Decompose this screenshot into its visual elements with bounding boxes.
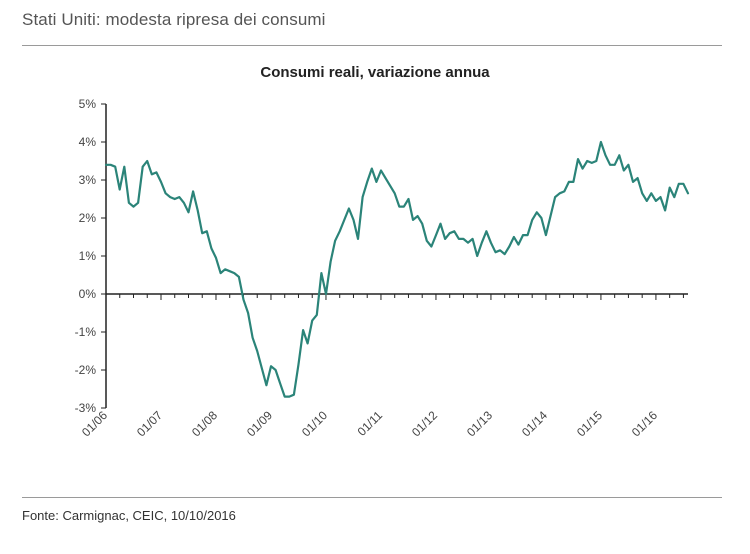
x-tick-label: 01/12 (409, 408, 440, 439)
x-tick-label: 01/10 (299, 408, 330, 439)
x-tick-label: 01/07 (134, 408, 165, 439)
x-tick-label: 01/15 (574, 408, 605, 439)
footer-divider (22, 497, 722, 498)
x-tick-label: 01/13 (464, 408, 495, 439)
y-tick-label: -3% (75, 401, 97, 415)
x-tick-label: 01/16 (629, 408, 660, 439)
y-tick-label: 5% (79, 97, 97, 111)
series-group (104, 140, 690, 398)
y-tick-label: 3% (79, 173, 97, 187)
y-tick-label: 0% (79, 287, 97, 301)
x-axis: 01/06 01/07 01/08 01/09 01/10 01/11 01/12 01/13… (79, 293, 688, 439)
page-title: Stati Uniti: modesta ripresa dei consumi (22, 10, 326, 29)
y-tick-label: 2% (79, 211, 97, 225)
series-line-consumi-reali (104, 140, 690, 398)
x-tick-label: 01/11 (355, 408, 386, 439)
header-divider (22, 45, 722, 46)
y-axis: -3% -2% -1% 0% 1% 2% 3% 4% 5% (75, 97, 107, 415)
y-tick-label: 4% (79, 135, 97, 149)
source-note: Fonte: Carmignac, CEIC, 10/10/2016 (22, 508, 236, 523)
y-tick-label: -2% (75, 363, 97, 377)
y-tick-label: -1% (75, 325, 97, 339)
x-tick-label: 01/14 (519, 408, 550, 439)
y-tick-label: 1% (79, 249, 97, 263)
chart-title: Consumi reali, variazione annua (260, 64, 490, 81)
x-tick-label: 01/09 (244, 408, 275, 439)
x-tick-label: 01/08 (189, 408, 220, 439)
